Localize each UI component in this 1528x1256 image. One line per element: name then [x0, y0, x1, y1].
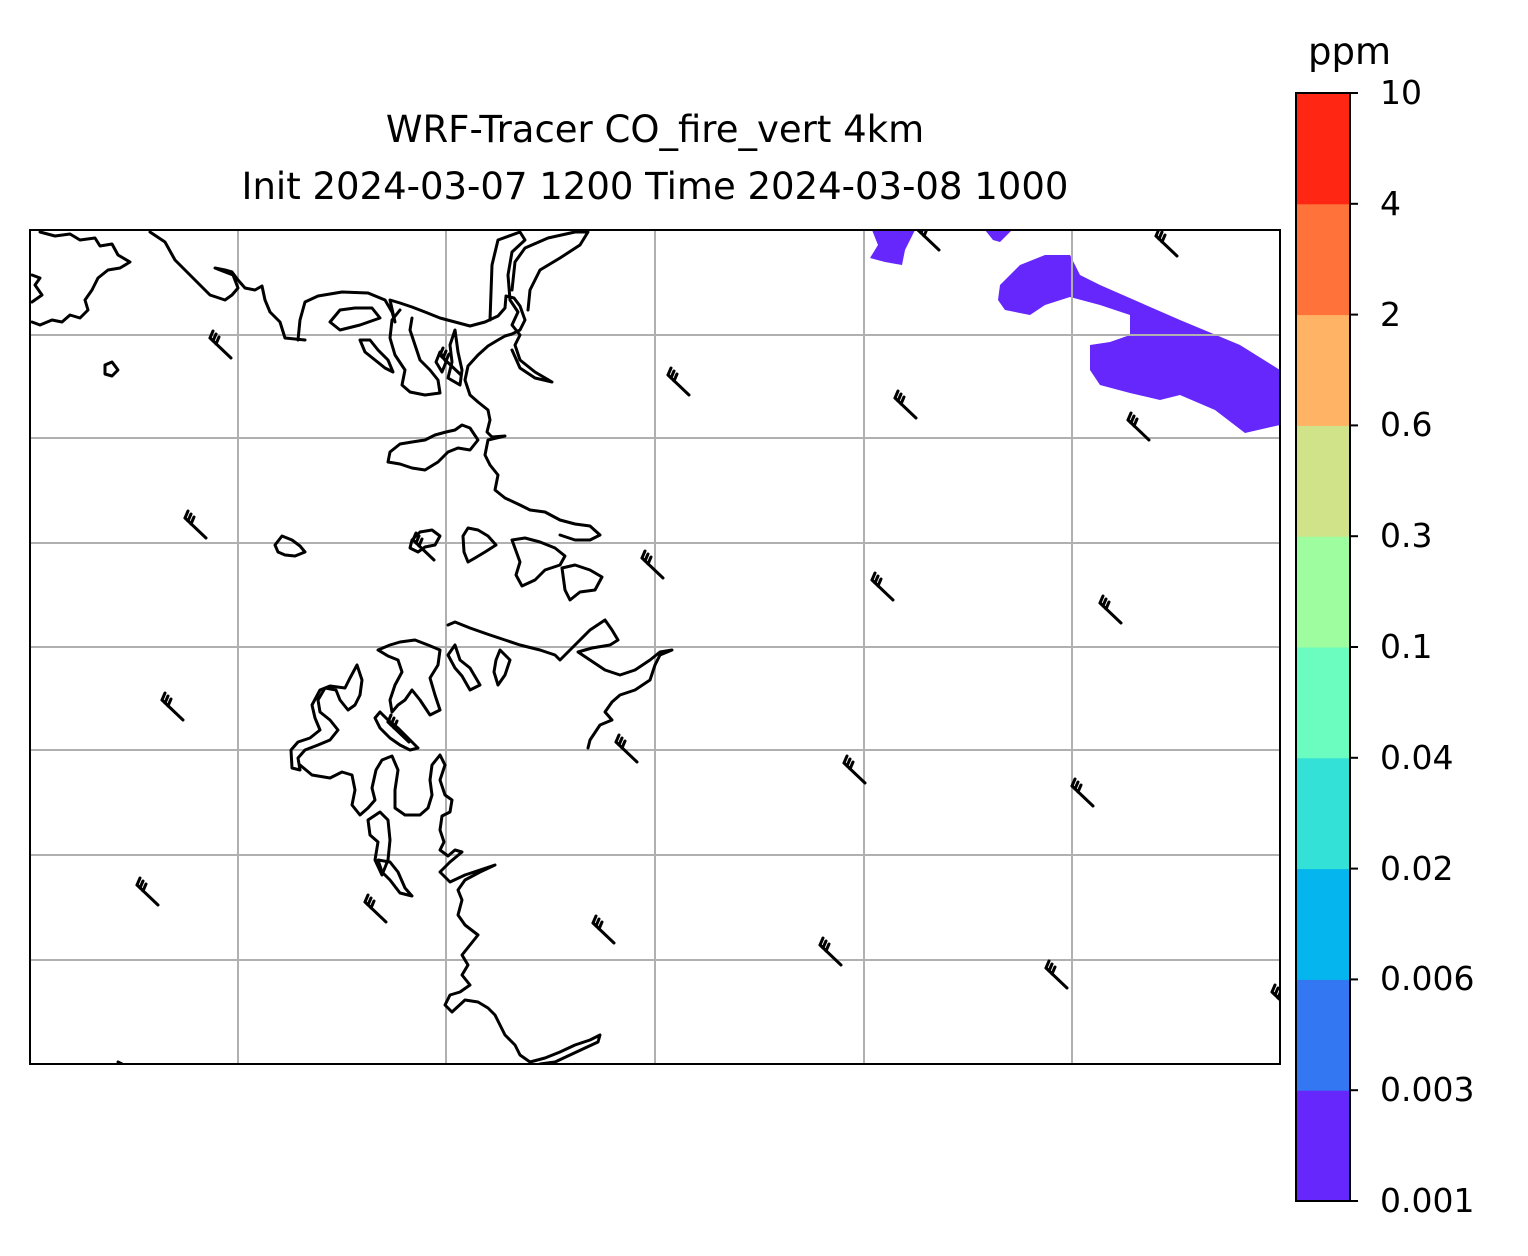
- colorbar-tick-label: 0.001: [1380, 1181, 1475, 1220]
- coastline: [488, 230, 554, 384]
- colorbar-bin: [1296, 536, 1350, 648]
- wind-barb-icon: [160, 691, 185, 722]
- coastlines: [30, 230, 674, 1064]
- map-gridlines: [30, 230, 1280, 1064]
- map-title-line-2: Init 2024-03-07 1200 Time 2024-03-08 100…: [241, 165, 1069, 208]
- coastline: [446, 328, 464, 387]
- colorbar-bin: [1296, 979, 1350, 1091]
- coastline: [376, 858, 414, 898]
- colorbar: [1295, 92, 1358, 1202]
- tracer-area: [998, 255, 1280, 433]
- colorbar-bin: [1296, 314, 1350, 426]
- colorbar-tick-label: 4: [1380, 183, 1401, 223]
- coastline: [376, 638, 442, 717]
- tracer-fill-layer: [870, 230, 1280, 433]
- coastline: [560, 563, 604, 602]
- colorbar-bin: [1296, 203, 1350, 316]
- coastline: [386, 423, 480, 472]
- coastline: [30, 273, 44, 304]
- wind-barb-icon: [183, 509, 208, 540]
- colorbar-tick-label: 0.04: [1380, 737, 1454, 777]
- colorbar-tick-label: 0.003: [1380, 1070, 1475, 1110]
- coastline: [446, 618, 674, 750]
- colorbar-bin: [1296, 93, 1350, 205]
- coastline: [366, 810, 392, 877]
- coastline: [148, 230, 307, 342]
- coastline: [103, 360, 120, 378]
- wind-barb-icon: [1098, 594, 1123, 625]
- wind-barb-icon: [1154, 230, 1179, 258]
- wind-barb-icon: [1126, 411, 1151, 442]
- wind-barb-icon: [1070, 777, 1095, 808]
- map-frame: [29, 229, 1281, 1065]
- wind-barb-icon: [208, 329, 233, 360]
- colorbar-bin: [1296, 647, 1350, 759]
- coastline: [289, 663, 364, 772]
- colorbar-unit-label: ppm: [1308, 30, 1392, 73]
- coastline: [492, 648, 512, 687]
- wind-barb-icon: [666, 366, 691, 397]
- colorbar-bin: [1296, 1090, 1350, 1202]
- colorbar-tick-label: 0.1: [1380, 627, 1433, 666]
- coastline: [30, 230, 132, 327]
- tracer-area: [985, 230, 1012, 242]
- colorbar-bin: [1296, 425, 1350, 537]
- coastline: [358, 338, 395, 374]
- colorbar-bin: [1296, 868, 1350, 980]
- wind-barb-icon: [842, 754, 867, 785]
- colorbar-bin: [1296, 757, 1350, 870]
- wind-barb-icon: [818, 936, 843, 967]
- wind-barb-icon: [1044, 959, 1069, 990]
- wind-barb-icon: [614, 733, 639, 764]
- wind-barb-icon: [893, 389, 918, 420]
- colorbar-tick-label: 0.02: [1380, 848, 1454, 888]
- coastline: [273, 534, 307, 558]
- coastline: [298, 753, 602, 1064]
- coastline: [510, 230, 590, 312]
- wind-barb-icon: [1270, 983, 1280, 1002]
- coastline: [388, 308, 442, 397]
- map-title-line-1: WRF-Tracer CO_fire_vert 4km: [385, 108, 925, 151]
- coastline: [296, 290, 602, 542]
- colorbar-tick-label: 0.3: [1380, 516, 1433, 556]
- colorbar-tick-label: 10: [1380, 73, 1422, 112]
- coastline: [461, 526, 498, 564]
- coastline: [446, 643, 482, 692]
- colorbar-tick-label: 2: [1380, 294, 1401, 334]
- wind-barb-icon: [386, 713, 411, 744]
- coastline: [510, 536, 567, 588]
- wind-barb-icon: [916, 230, 941, 252]
- coastline: [328, 306, 382, 332]
- wind-barb-icon: [411, 531, 436, 562]
- wind-barb-icon: [135, 876, 160, 907]
- wind-barb-icon: [591, 914, 616, 945]
- wind-barb-icon: [363, 893, 388, 924]
- wind-barb-icon: [640, 549, 665, 580]
- coastline: [408, 528, 442, 554]
- colorbar-tick-label: 0.6: [1380, 405, 1433, 445]
- wind-barb-icon: [438, 346, 463, 377]
- wind-barb-icon: [870, 571, 895, 602]
- tracer-area: [870, 230, 915, 265]
- colorbar-tick-label: 0.006: [1380, 959, 1475, 999]
